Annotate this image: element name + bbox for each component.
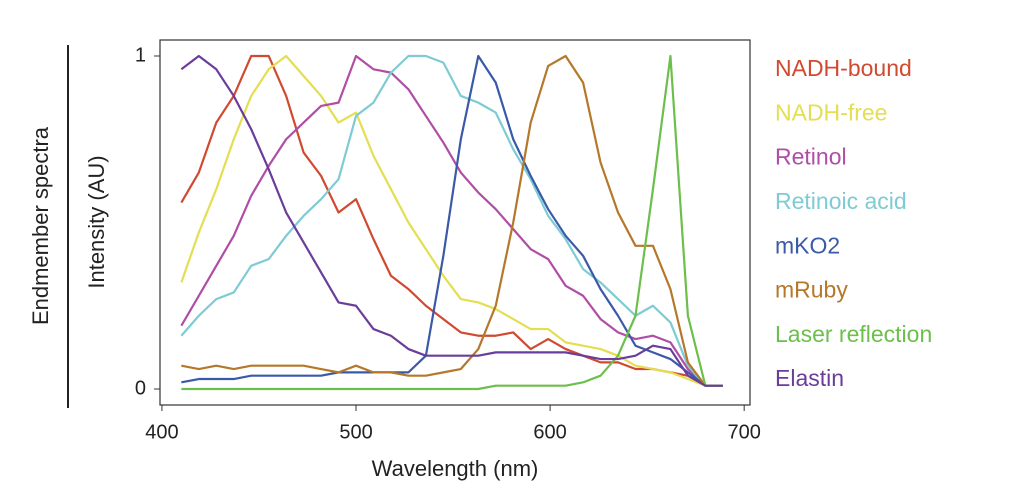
legend-entry: mKO2 (775, 232, 840, 258)
spectrum-line (180, 54, 723, 387)
spectrum-line (180, 54, 723, 387)
side-label: Endmember spectra (28, 126, 53, 325)
spectrum-line (181, 54, 723, 387)
spectrum-line (181, 54, 723, 387)
x-tick-label: 600 (533, 421, 566, 443)
legend-entry: Laser reflection (775, 321, 932, 347)
legend-entry: Retinoic acid (775, 188, 907, 214)
spectrum-line (180, 54, 723, 387)
y-axis-label: Intensity (AU) (84, 155, 109, 288)
x-axis-label: Wavelength (nm) (372, 456, 539, 481)
spectrum-line (180, 54, 723, 387)
y-tick-label: 1 (135, 44, 146, 66)
legend-entry: Retinol (775, 144, 847, 170)
legend-entry: Elastin (775, 365, 844, 391)
y-tick-label: 0 (135, 377, 146, 399)
spectrum-line (181, 54, 723, 391)
legend-entry: NADH-bound (775, 55, 912, 81)
legend-entry: mRuby (775, 277, 848, 303)
x-tick-label: 700 (727, 421, 760, 443)
legend-entry: NADH-free (775, 99, 887, 125)
plot-frame (159, 39, 751, 406)
x-tick-label: 500 (339, 421, 372, 443)
x-tick-label: 400 (145, 421, 178, 443)
spectrum-line (180, 54, 723, 387)
